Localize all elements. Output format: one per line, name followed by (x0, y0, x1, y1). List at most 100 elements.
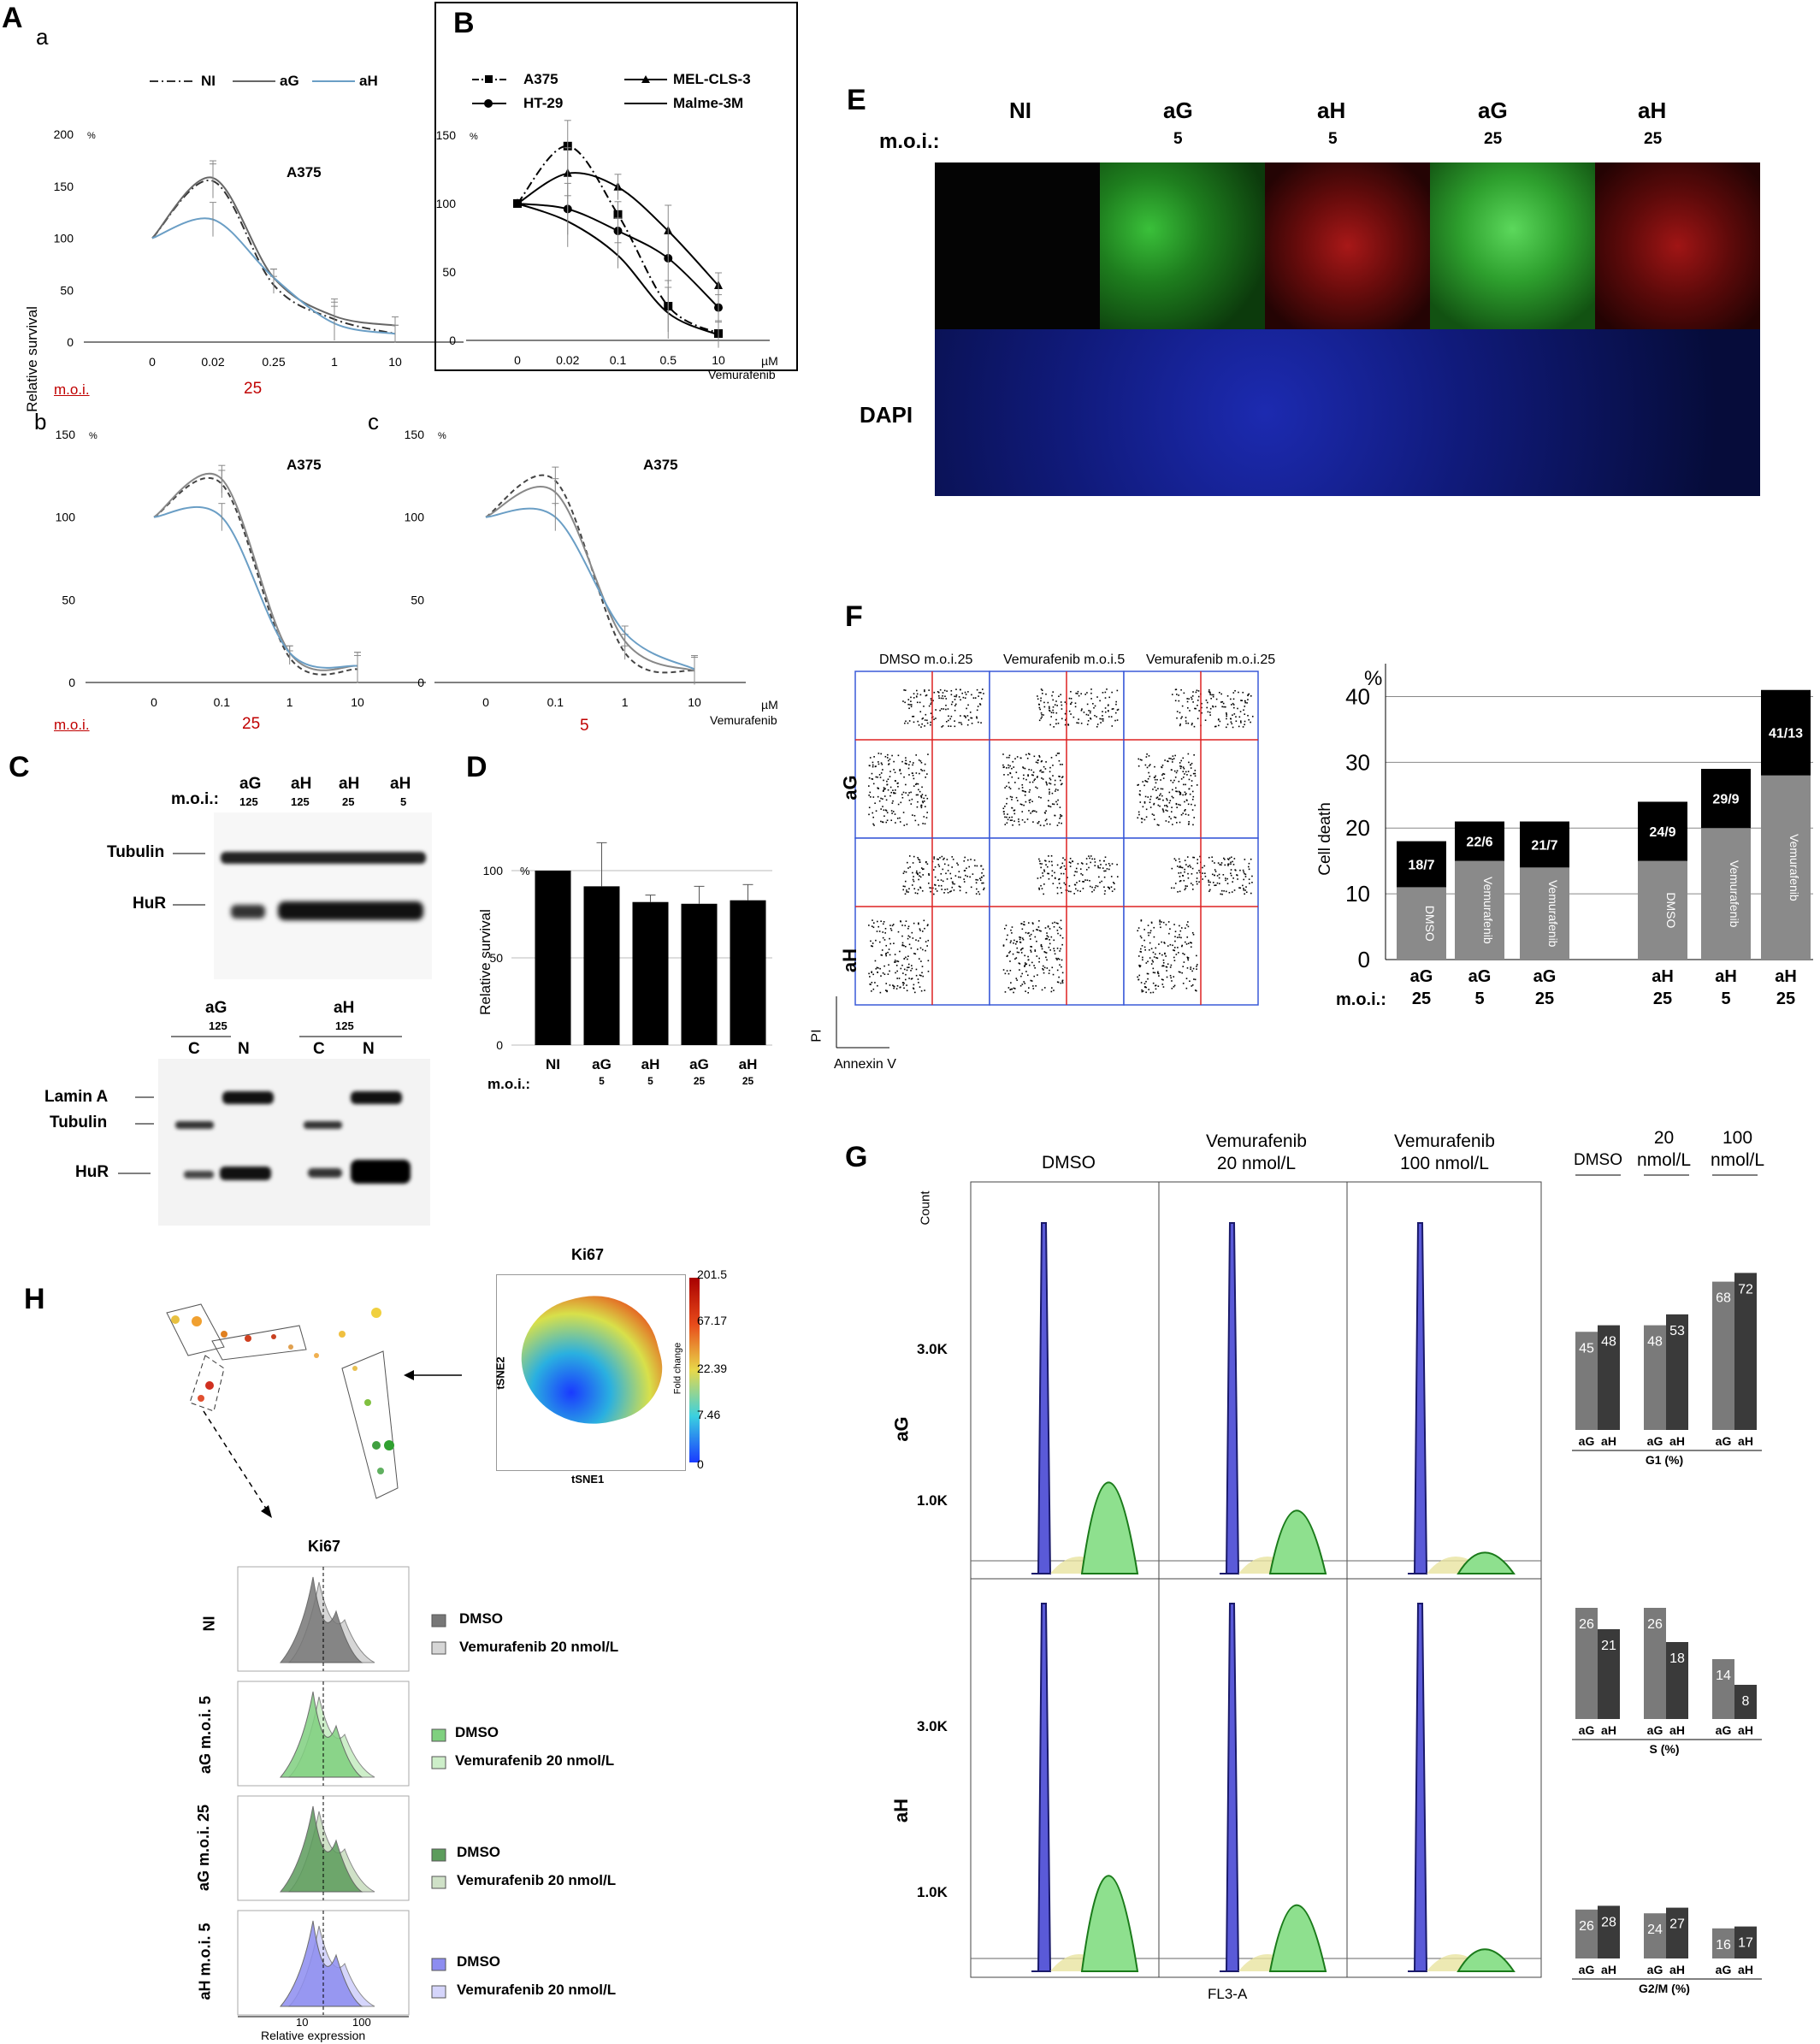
event-dot (926, 945, 928, 947)
blot2-hur-2 (220, 1167, 271, 1180)
event-dot (1155, 984, 1157, 987)
event-dot (1024, 983, 1026, 984)
bar-value: 18 (1669, 1651, 1685, 1666)
event-dot (1018, 824, 1020, 826)
event-dot (966, 707, 967, 710)
event-dot (960, 724, 963, 725)
event-dot (1059, 776, 1061, 777)
event-dot (875, 810, 878, 812)
event-dot (1138, 765, 1140, 767)
y-tick-label: 50 (489, 951, 503, 965)
event-dot (1054, 704, 1056, 706)
event-dot (943, 857, 945, 860)
event-dot (1144, 948, 1146, 951)
event-dot (1060, 919, 1062, 922)
event-dot (1048, 946, 1050, 948)
event-dot (1161, 774, 1163, 776)
event-dot (1191, 696, 1192, 699)
event-dot (913, 777, 915, 780)
event-dot (1186, 800, 1188, 801)
event-dot (878, 774, 881, 776)
event-dot (1189, 793, 1191, 795)
h-cb-1: 201.5 (697, 1267, 728, 1281)
event-dot (1012, 953, 1014, 955)
event-dot (925, 777, 926, 778)
event-dot (1029, 781, 1031, 783)
event-dot (1080, 709, 1083, 712)
event-dot (1048, 706, 1050, 708)
event-dot (1139, 794, 1141, 796)
b-legend-a375: A375 (523, 71, 558, 87)
event-dot (919, 937, 921, 939)
event-dot (1232, 698, 1235, 700)
event-dot (1191, 798, 1194, 800)
event-dot (1085, 858, 1088, 860)
event-dot (1203, 872, 1206, 875)
event-dot (1144, 986, 1146, 988)
event-dot (1040, 796, 1042, 799)
event-dot (1019, 984, 1022, 987)
event-dot (1060, 783, 1062, 786)
panel-letter-c: C (9, 751, 30, 783)
event-dot (1230, 698, 1232, 700)
g1-peak (1408, 1222, 1428, 1574)
event-dot (1183, 692, 1185, 694)
event-dot (901, 796, 904, 799)
event-dot (1073, 874, 1076, 877)
e-moi-ag25: 25 (1484, 130, 1503, 148)
event-dot (907, 966, 910, 968)
event-dot (1176, 711, 1179, 712)
event-dot (1018, 788, 1020, 790)
event-dot (1144, 780, 1146, 782)
event-dot (1054, 921, 1056, 924)
event-dot (875, 967, 878, 970)
event-dot (1167, 760, 1169, 763)
event-dot (1107, 886, 1109, 889)
event-dot (924, 690, 925, 693)
event-dot (930, 703, 932, 706)
event-dot (905, 945, 907, 948)
event-dot (1247, 714, 1249, 717)
event-dot (972, 873, 974, 875)
event-dot (1102, 720, 1104, 722)
event-dot (927, 924, 929, 926)
event-dot (1172, 796, 1174, 799)
event-dot (972, 697, 975, 699)
event-dot (1028, 768, 1030, 771)
event-dot (1045, 693, 1047, 695)
event-dot (1189, 710, 1191, 712)
event-dot (1173, 779, 1175, 782)
event-dot (1009, 950, 1011, 953)
event-dot (1230, 861, 1232, 864)
event-dot (1247, 865, 1250, 868)
event-dot (913, 762, 914, 764)
event-dot (1043, 871, 1046, 872)
event-dot (1051, 922, 1054, 925)
event-dot (950, 689, 953, 692)
event-dot (1082, 880, 1084, 883)
event-dot (1084, 879, 1086, 881)
event-dot (1250, 892, 1252, 895)
event-dot (950, 715, 953, 718)
event-dot (1191, 762, 1193, 765)
event-dot (1193, 753, 1195, 756)
event-dot (979, 703, 981, 705)
event-dot (1161, 941, 1162, 943)
event-dot (1224, 864, 1226, 866)
event-dot (1188, 698, 1190, 700)
event-dot (1094, 714, 1096, 717)
c-moi-4: 5 (400, 795, 407, 808)
g1-peak (1031, 1603, 1052, 1972)
event-dot (1214, 706, 1217, 708)
x-tick-label: 1 (331, 355, 338, 369)
event-dot (1184, 941, 1186, 943)
event-dot (1185, 720, 1187, 722)
event-dot (1055, 700, 1057, 702)
event-dot (1138, 927, 1140, 929)
event-dot (1220, 893, 1222, 895)
event-dot (1099, 866, 1101, 869)
event-dot (1194, 775, 1197, 777)
event-dot (1039, 770, 1041, 772)
event-dot (1218, 873, 1220, 876)
